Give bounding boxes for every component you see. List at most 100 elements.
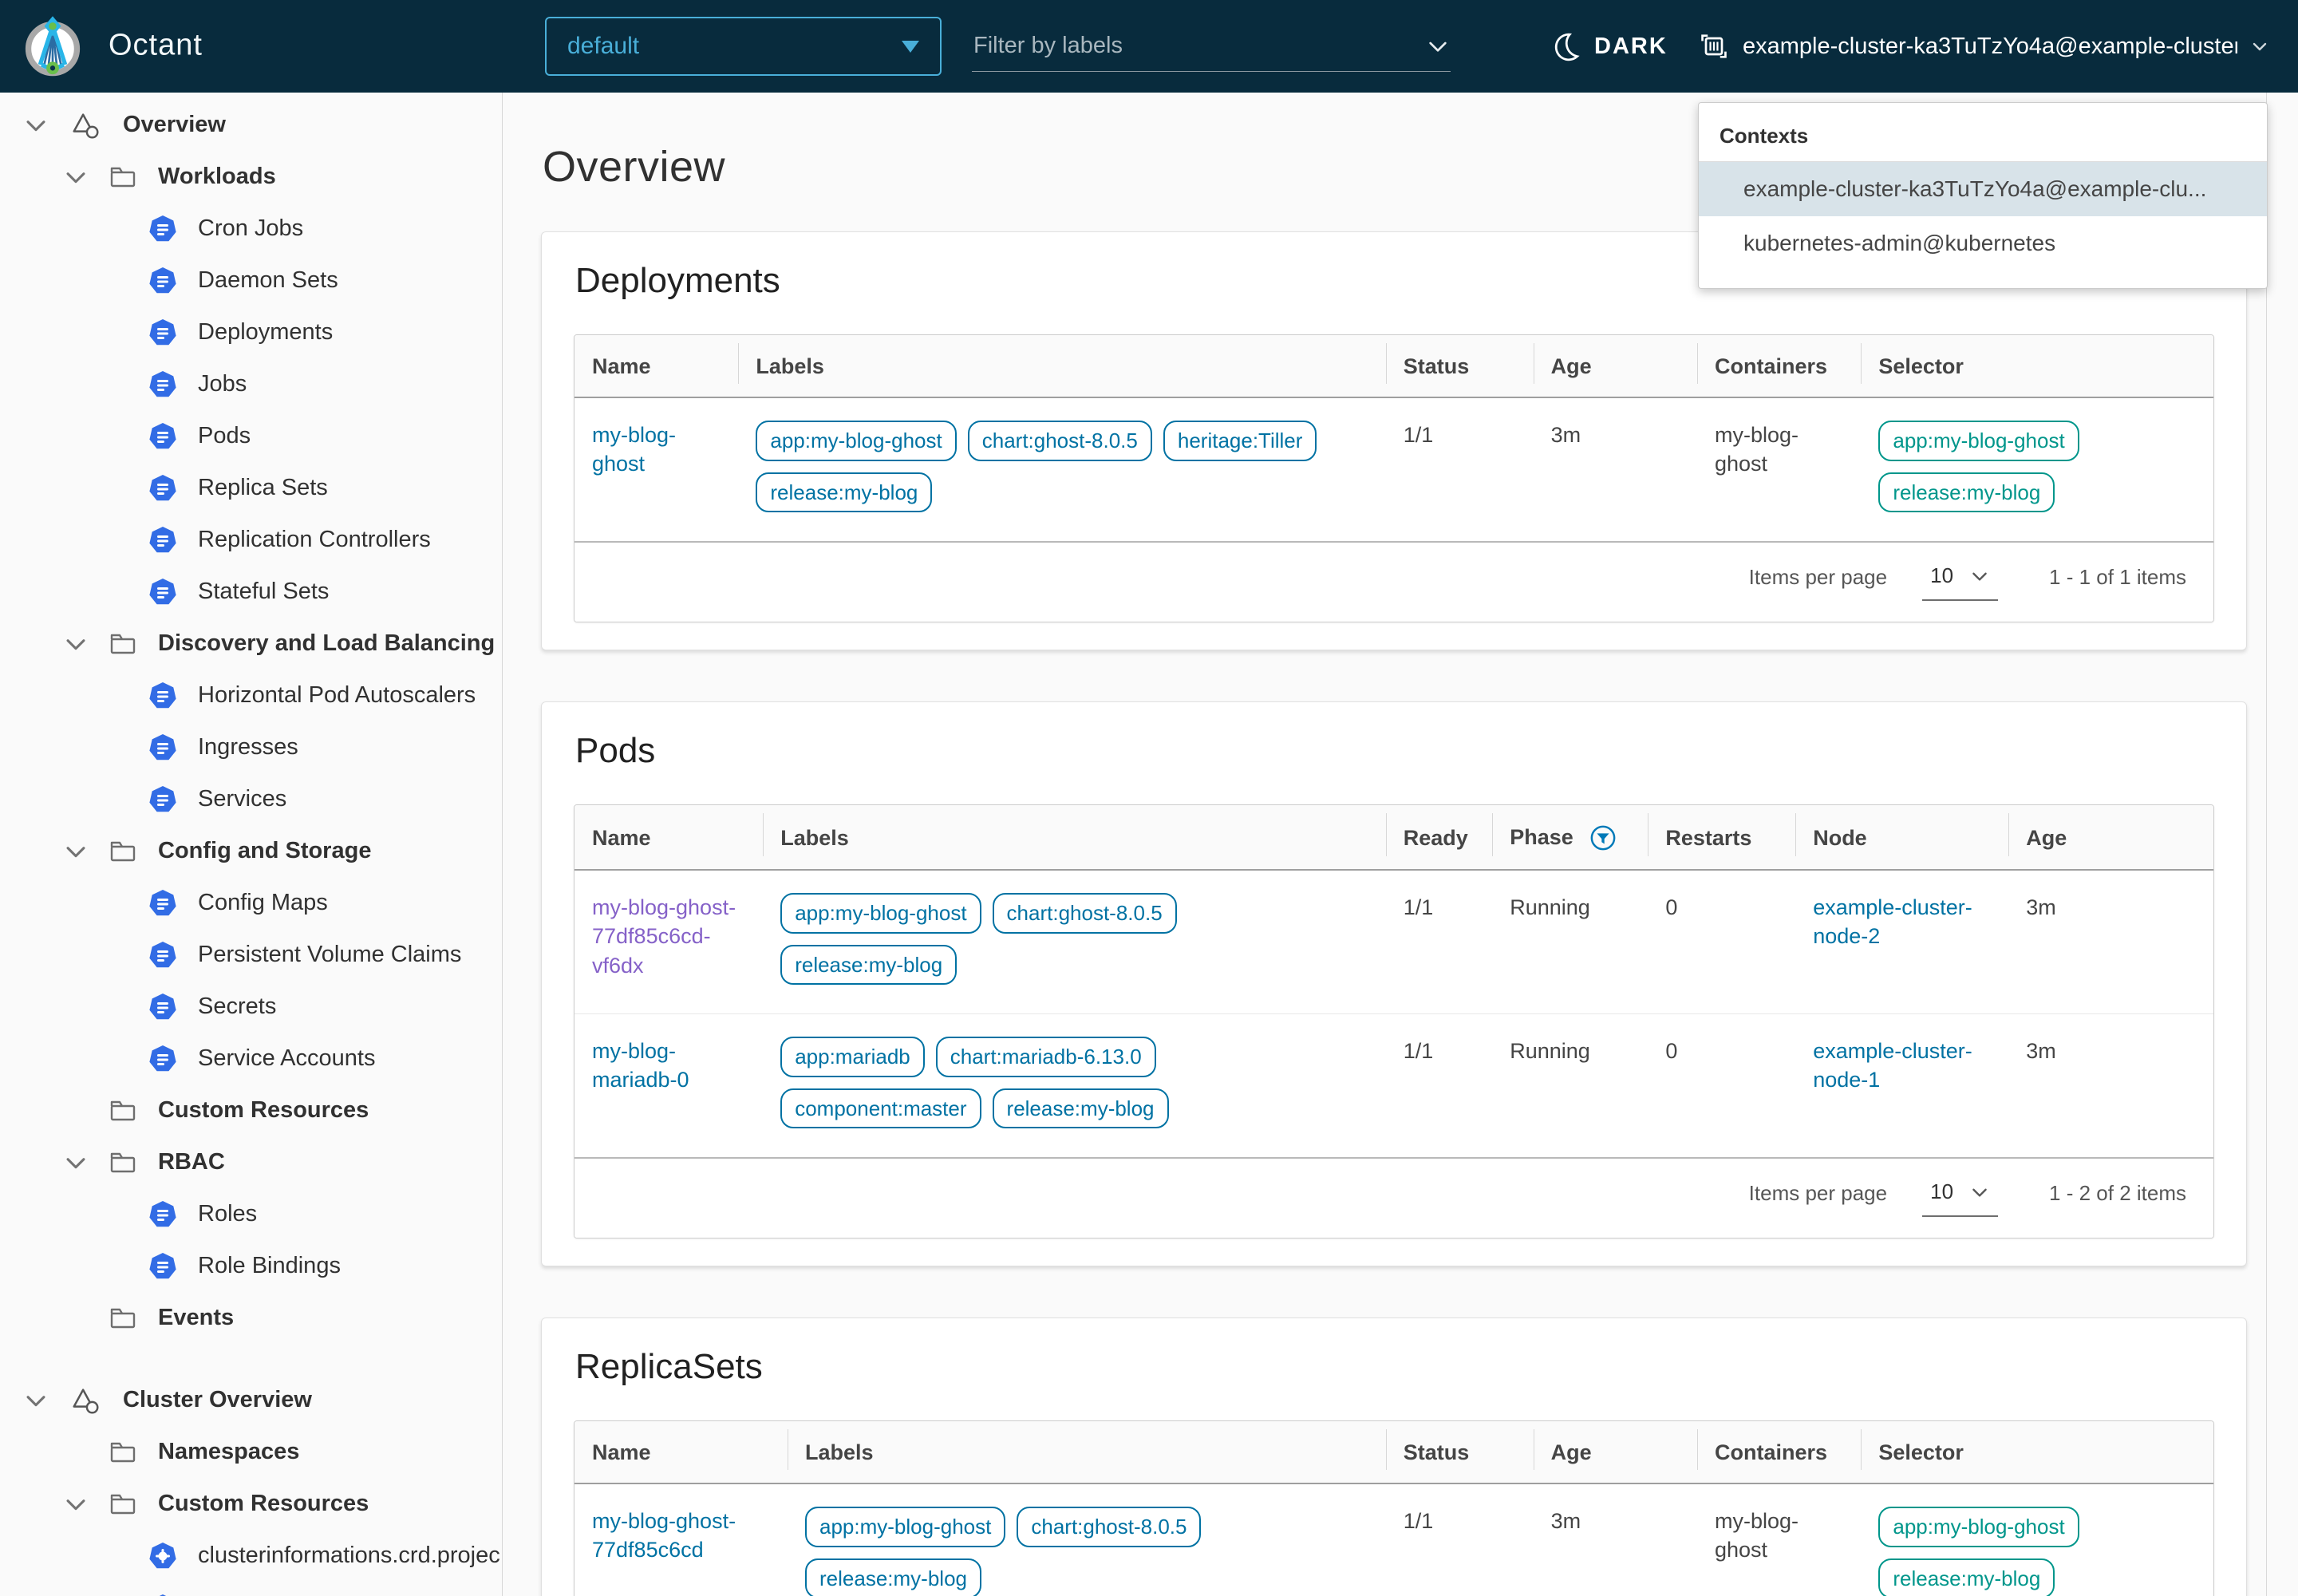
sidebar-item-replication-controllers[interactable]: Replication Controllers bbox=[0, 514, 502, 566]
tag-component-master[interactable]: component:master bbox=[780, 1088, 981, 1128]
folder-icon bbox=[109, 837, 137, 866]
chevron-down-icon[interactable] bbox=[62, 838, 89, 865]
items-per-page-select[interactable]: 10 bbox=[1922, 560, 1999, 601]
context-menu-item[interactable]: kubernetes-admin@kubernetes bbox=[1743, 231, 2056, 255]
column-header-label: Age bbox=[2026, 825, 2067, 850]
resource-link[interactable]: my-blog-ghost-77df85c6cd bbox=[592, 1509, 736, 1562]
sidebar-item-discovery-and-load-balancing[interactable]: Discovery and Load Balancing bbox=[0, 618, 502, 670]
table-row: my-blog-ghost-77df85c6cd app:my-blog-ghos… bbox=[574, 1483, 2213, 1596]
resource-link[interactable]: my-blog-ghost-77df85c6cd-vf6dx bbox=[592, 895, 736, 978]
sidebar-item-role-bindings[interactable]: Role Bindings bbox=[0, 1240, 502, 1292]
tag-release-my-blog[interactable]: release:my-blog bbox=[1878, 1558, 2055, 1596]
main-content: Overview Deployments Name Labels Status Age C… bbox=[503, 93, 2266, 1596]
sidebar-item-daemon-sets[interactable]: Daemon Sets bbox=[0, 255, 502, 306]
sidebar-item-events[interactable]: Events bbox=[0, 1292, 502, 1344]
filter-funnel-icon[interactable] bbox=[1589, 824, 1617, 851]
sidebar-item-deployments[interactable]: Deployments bbox=[0, 306, 502, 358]
tag-chart-ghost-8-0-5[interactable]: chart:ghost-8.0.5 bbox=[967, 421, 1152, 461]
cell-labels: app:mariadb chart:mariadb-6.13.0 component… bbox=[763, 1013, 1386, 1157]
column-header-node: Node bbox=[1795, 805, 2009, 871]
sidebar-item-label: clusterinformations.crd.projec bbox=[198, 1543, 500, 1568]
tag-app-my-blog-ghost[interactable]: app:my-blog-ghost bbox=[1878, 1507, 2079, 1547]
section-card-deployments: Deployments Name Labels Status Age Containers… bbox=[541, 231, 2247, 650]
cluster-icon bbox=[1701, 34, 1727, 58]
tag-heritage-tiller[interactable]: heritage:Tiller bbox=[1163, 421, 1317, 461]
scroll-gutter[interactable] bbox=[2266, 93, 2298, 1596]
sidebar-item-custom-resources[interactable]: Custom Resources bbox=[0, 1478, 502, 1530]
sidebar-item-pods[interactable]: Pods bbox=[0, 410, 502, 462]
sidebar-item-stateful-sets[interactable]: Stateful Sets bbox=[0, 566, 502, 618]
sidebar-item-cron-jobs[interactable]: Cron Jobs bbox=[0, 203, 502, 255]
tag-release-my-blog[interactable]: release:my-blog bbox=[805, 1558, 981, 1596]
resource-link[interactable]: my-blog-ghost bbox=[592, 423, 677, 476]
sidebar-item-service-accounts[interactable]: Service Accounts bbox=[0, 1033, 502, 1084]
sidebar-item-overview[interactable]: Overview bbox=[0, 99, 502, 151]
chevron-down-icon[interactable] bbox=[22, 112, 49, 139]
namespace-select[interactable]: default bbox=[545, 17, 942, 76]
sidebar-item-cluster-overview[interactable]: Cluster Overview bbox=[0, 1374, 502, 1426]
items-per-page-select[interactable]: 10 bbox=[1922, 1176, 1999, 1217]
column-header-name: Name bbox=[574, 335, 739, 398]
tag-chart-ghost-8-0-5[interactable]: chart:ghost-8.0.5 bbox=[992, 893, 1177, 934]
table-header-row: Name Labels Status Age Containers Selector bbox=[574, 1421, 2213, 1484]
sidebar-item-rbac[interactable]: RBAC bbox=[0, 1136, 502, 1188]
cell-status: 1/1 bbox=[1385, 397, 1534, 541]
horizontal-pod-autoscalers-resource-icon bbox=[148, 681, 177, 710]
tag-release-my-blog[interactable]: release:my-blog bbox=[780, 944, 958, 985]
tag-app-my-blog-ghost[interactable]: app:my-blog-ghost bbox=[756, 421, 957, 461]
cell-containers: my-blog-ghost bbox=[1696, 397, 1862, 541]
sidebar-item-label: Pods bbox=[198, 423, 251, 448]
chevron-down-icon[interactable] bbox=[22, 1387, 49, 1414]
sidebar-item-clusterinformations-crd-projec[interactable]: clusterinformations.crd.projec bbox=[0, 1530, 502, 1582]
cell-ready: 1/1 bbox=[1385, 870, 1493, 1014]
chevron-down-icon[interactable] bbox=[1425, 34, 1451, 59]
tag-chart-ghost-8-0-5[interactable]: chart:ghost-8.0.5 bbox=[1017, 1507, 1202, 1547]
sidebar-item-persistent-volume-claims[interactable]: Persistent Volume Claims bbox=[0, 929, 502, 981]
resource-link[interactable]: my-blog-mariadb-0 bbox=[592, 1039, 689, 1092]
sidebar-item-horizontal-pod-autoscalers[interactable]: Horizontal Pod Autoscalers bbox=[0, 670, 502, 721]
tag-release-my-blog[interactable]: release:my-blog bbox=[756, 472, 933, 512]
chevron-down-icon[interactable] bbox=[62, 630, 89, 658]
tag-release-my-blog[interactable]: release:my-blog bbox=[992, 1088, 1169, 1128]
cell-text: my-blog-ghost bbox=[1714, 423, 1799, 476]
sidebar-item-label: Overview bbox=[123, 112, 226, 137]
tag-chart-mariadb-6-13-0[interactable]: chart:mariadb-6.13.0 bbox=[935, 1037, 1156, 1077]
sidebar-item-label: Role Bindings bbox=[198, 1253, 341, 1278]
tag-app-mariadb[interactable]: app:mariadb bbox=[780, 1037, 925, 1077]
label-tags: app:my-blog-ghost chart:ghost-8.0.5 herita… bbox=[756, 421, 1368, 523]
datagrid: Name Labels Ready Phase Restarts Node Age my-bl… bbox=[574, 804, 2214, 1238]
sidebar-item-label: Events bbox=[158, 1305, 235, 1330]
sidebar-item-custom-resources[interactable]: Custom Resources bbox=[0, 1084, 502, 1136]
table-row: my-blog-ghost-77df85c6cd-vf6dx app:my-blo… bbox=[574, 870, 2213, 1014]
sidebar-item-config-and-storage[interactable]: Config and Storage bbox=[0, 825, 502, 877]
resource-link[interactable]: example-cluster-node-1 bbox=[1813, 1039, 1972, 1092]
sidebar-item-secrets[interactable]: Secrets bbox=[0, 981, 502, 1033]
theme-toggle[interactable]: DARK bbox=[1551, 0, 1668, 93]
sidebar-item-jobs[interactable]: Jobs bbox=[0, 358, 502, 410]
context-menu-item[interactable]: example-cluster-ka3TuTzYo4a@example-clu.… bbox=[1699, 162, 2267, 216]
resource-link[interactable]: example-cluster-node-2 bbox=[1813, 895, 1972, 949]
context-trigger[interactable]: example-cluster-ka3TuTzYo4a@example-clus… bbox=[1698, 0, 2277, 93]
tag-release-my-blog[interactable]: release:my-blog bbox=[1878, 472, 2055, 512]
column-header-labels: Labels bbox=[763, 805, 1386, 871]
sidebar-item-label: Services bbox=[198, 786, 287, 812]
chevron-down-icon[interactable] bbox=[62, 1491, 89, 1518]
sidebar-item-label: Jobs bbox=[198, 371, 247, 397]
sidebar-item-workloads[interactable]: Workloads bbox=[0, 151, 502, 203]
chevron-down-icon[interactable] bbox=[62, 1149, 89, 1176]
sidebar-item-namespaces[interactable]: Namespaces bbox=[0, 1426, 502, 1478]
tag-app-my-blog-ghost[interactable]: app:my-blog-ghost bbox=[805, 1507, 1006, 1547]
sidebar-item-label: Horizontal Pod Autoscalers bbox=[198, 682, 476, 708]
tag-app-my-blog-ghost[interactable]: app:my-blog-ghost bbox=[780, 893, 981, 934]
label-filter-input[interactable] bbox=[972, 32, 1355, 60]
pagination-footer: Items per page 10 1 - 2 of 2 items bbox=[574, 1157, 2213, 1238]
sidebar-item-replica-sets[interactable]: Replica Sets bbox=[0, 462, 502, 514]
sidebar-item-roles[interactable]: Roles bbox=[0, 1188, 502, 1240]
replica-sets-resource-icon bbox=[148, 474, 177, 503]
sidebar-item-config-maps[interactable]: Config Maps bbox=[0, 877, 502, 929]
tag-app-my-blog-ghost[interactable]: app:my-blog-ghost bbox=[1878, 421, 2079, 461]
sidebar-item-services[interactable]: Services bbox=[0, 773, 502, 825]
sidebar-item-csidrivers-csi-storage-k8s-io[interactable]: csidrivers.csi.storage.k8s.io bbox=[0, 1582, 502, 1596]
sidebar-item-ingresses[interactable]: Ingresses bbox=[0, 721, 502, 773]
chevron-down-icon[interactable] bbox=[62, 164, 89, 191]
